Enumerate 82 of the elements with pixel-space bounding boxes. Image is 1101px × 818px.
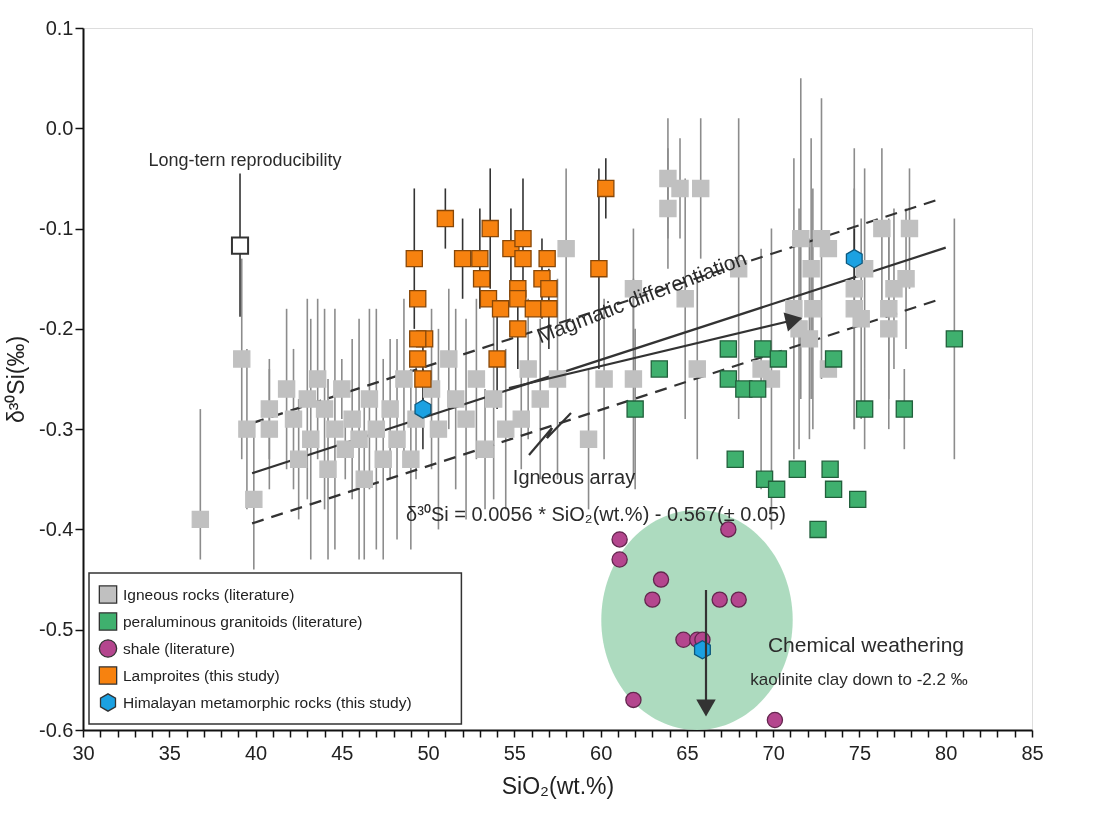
- y-tick-label: 0.1: [45, 16, 74, 39]
- point: [626, 400, 644, 418]
- point: [644, 591, 661, 608]
- point: [409, 290, 427, 308]
- point: [590, 259, 608, 278]
- legend-label: shale (literature): [123, 639, 235, 657]
- point: [730, 591, 747, 608]
- x-axis-title: SiO₂(wt.%): [501, 772, 615, 799]
- point: [230, 236, 250, 255]
- y-tick-label: -0.4: [39, 517, 74, 540]
- annotation: Chemical weathering: [767, 633, 965, 656]
- point: [748, 380, 767, 398]
- point: [719, 340, 738, 358]
- point: [414, 399, 432, 419]
- legend-label: Igneous rocks (literature): [123, 585, 295, 603]
- point: [471, 249, 489, 268]
- x-tick-label: 55: [503, 741, 526, 764]
- point: [481, 219, 499, 238]
- point: [821, 460, 839, 478]
- y-tick-label: -0.2: [39, 317, 74, 340]
- point: [491, 300, 510, 318]
- point: [509, 320, 527, 338]
- point: [766, 711, 784, 729]
- y-tick-label: -0.5: [39, 618, 74, 641]
- point: [514, 229, 532, 248]
- x-tick-label: 45: [331, 741, 354, 764]
- x-tick-label: 75: [848, 741, 872, 764]
- point: [824, 350, 843, 368]
- point: [824, 480, 843, 499]
- x-tick-label: 85: [1021, 741, 1044, 764]
- point: [849, 490, 867, 509]
- point: [597, 179, 615, 198]
- y-axis-title: δ³⁰Si(‰): [3, 335, 30, 424]
- x-tick-label: 35: [158, 741, 181, 764]
- point: [711, 591, 728, 608]
- point: [540, 280, 558, 298]
- point: [611, 551, 628, 568]
- point: [719, 370, 738, 388]
- point: [409, 330, 427, 348]
- legend-label: Himalayan metamorphic rocks (this study): [123, 693, 412, 711]
- y-tick-label: -0.1: [39, 217, 74, 240]
- point: [726, 450, 744, 468]
- annotation: Igneous array: [512, 466, 636, 488]
- point: [767, 480, 786, 499]
- legend-label: Lamproites (this study): [123, 666, 280, 684]
- point: [895, 400, 914, 418]
- x-tick-label: 65: [676, 741, 699, 764]
- x-tick-label: 40: [244, 741, 268, 764]
- point: [514, 249, 532, 268]
- annotation: Long-tern reproducibility: [148, 150, 342, 170]
- point: [625, 691, 642, 709]
- point: [809, 520, 827, 539]
- annotation: kaolinite clay down to -2.2 ‰: [750, 670, 968, 689]
- x-tick-label: 70: [762, 741, 785, 764]
- point: [788, 460, 807, 478]
- point: [650, 360, 669, 378]
- point: [409, 350, 427, 368]
- x-tick-label: 50: [417, 741, 440, 764]
- point: [414, 370, 432, 388]
- y-tick-label: -0.3: [39, 417, 74, 440]
- point: [488, 350, 506, 368]
- point: [453, 249, 472, 268]
- point: [754, 340, 772, 358]
- y-tick-label: 0.0: [45, 116, 74, 139]
- point: [405, 249, 423, 268]
- point: [845, 248, 863, 269]
- point: [675, 631, 692, 648]
- point: [611, 531, 628, 548]
- point: [509, 290, 527, 308]
- point: [769, 350, 788, 368]
- y-tick-label: -0.6: [39, 718, 74, 741]
- x-tick-label: 80: [935, 741, 958, 764]
- annotation: δ³⁰Si = 0.0056 * SiO₂(wt.%) - 0.567(± 0.05): [406, 503, 786, 525]
- point: [472, 270, 491, 288]
- point: [855, 400, 874, 418]
- point: [538, 249, 556, 268]
- x-tick-label: 60: [590, 741, 613, 764]
- point: [945, 330, 964, 348]
- point: [652, 571, 670, 588]
- legend-label: peraluminous granitoids (literature): [123, 612, 363, 630]
- point: [436, 209, 455, 228]
- x-tick-label: 30: [72, 741, 95, 764]
